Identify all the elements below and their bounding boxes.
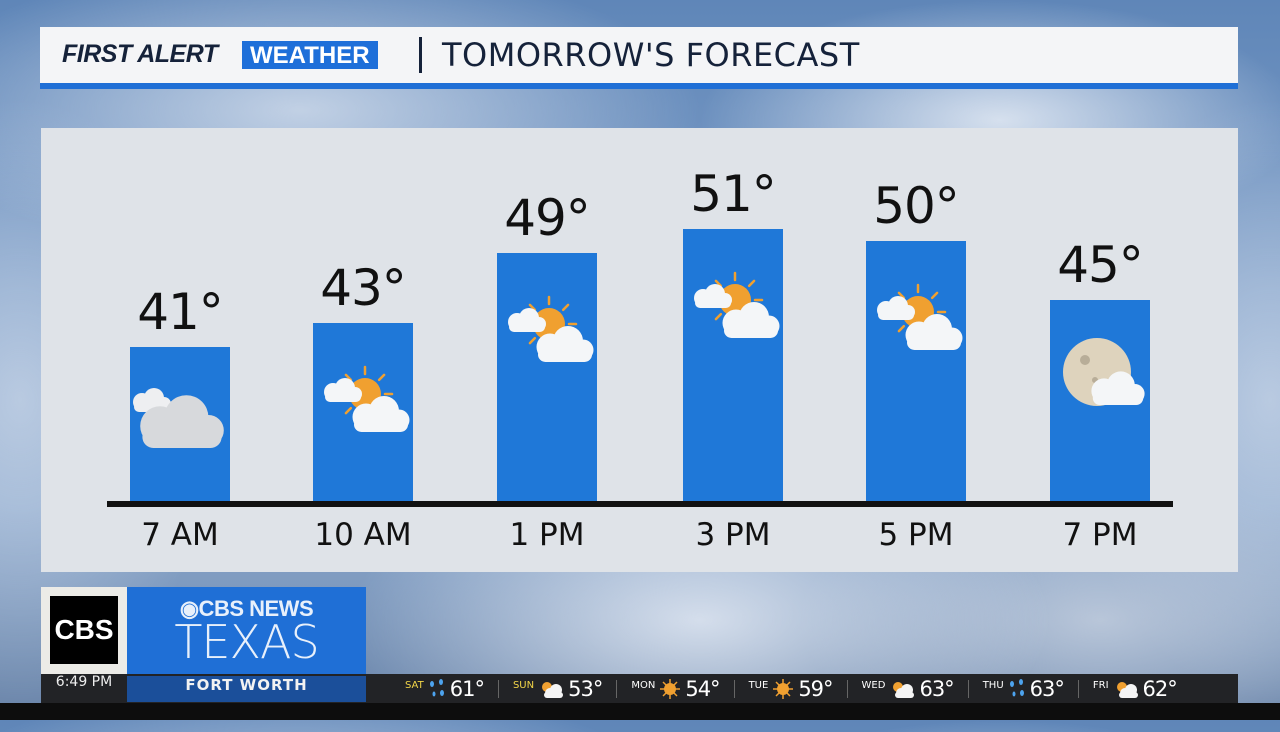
day-forecast-tue: TUE 59° — [735, 676, 848, 701]
day-name: MON — [631, 679, 656, 691]
day-forecast-mon: MON 54° — [617, 676, 735, 701]
cbs11-logo: CBS 11 — [41, 587, 127, 713]
weather-ticker: 6:49 PM FORT WORTH SAT 61° SUN 53° MON 54° TUE… — [41, 674, 1238, 703]
brand-weather: WEATHER — [242, 41, 378, 69]
time-label: 7 AM — [141, 517, 219, 553]
partly-sunny-icon — [877, 283, 963, 350]
temp-bar — [313, 323, 413, 501]
temp-bar — [130, 347, 230, 501]
cloudy-icon — [133, 388, 224, 448]
temp-label: 43° — [320, 259, 407, 318]
page-title: TOMORROW'S FORECAST — [442, 36, 860, 74]
temp-bar — [683, 229, 783, 501]
day-forecast-wed: WED 63° — [848, 676, 969, 701]
time-label: 7 PM — [1062, 517, 1138, 553]
day-name: TUE — [748, 679, 769, 691]
temp-label: 45° — [1057, 235, 1144, 294]
temp-label: 51° — [690, 165, 777, 223]
temp-bar — [1050, 299, 1150, 501]
brand-first-alert: FIRST ALERT — [62, 40, 218, 68]
rain-icon — [429, 678, 444, 696]
day-temp: 63° — [1029, 676, 1065, 701]
day-name: WED — [861, 679, 886, 691]
day-temp: 63° — [919, 676, 954, 701]
clock: 6:49 PM — [55, 674, 113, 690]
header-divider — [419, 37, 422, 73]
day-name: FRI — [1092, 679, 1109, 691]
rain-icon — [1009, 678, 1024, 696]
partly-sunny-icon — [1116, 681, 1138, 698]
day-forecast-sun: SUN 53° — [499, 676, 618, 701]
partly-sunny-icon — [508, 295, 594, 362]
partly-sunny-icon — [324, 366, 410, 433]
partly-sunny-icon — [893, 681, 915, 698]
sunny-icon — [660, 678, 681, 699]
day-forecast-fri: FRI 62° — [1079, 676, 1191, 701]
partly-sunny-icon — [542, 681, 564, 698]
time-label: 10 AM — [314, 517, 412, 553]
station-branding: ◉CBS NEWS TEXAS — [127, 587, 366, 674]
day-forecast-thu: THU 63° — [969, 676, 1079, 701]
extended-forecast: SAT 61° SUN 53° MON 54° TUE 59° WED 63° THU 63° FRI 6… — [391, 674, 1191, 703]
day-temp: 54° — [685, 676, 720, 701]
temp-label: 41° — [137, 283, 224, 341]
temp-label: 50° — [873, 176, 960, 235]
day-temp: 59° — [798, 676, 833, 701]
day-forecast-sat: SAT 61° — [391, 676, 499, 701]
temp-label: 49° — [504, 188, 591, 247]
temp-bar — [497, 252, 597, 501]
day-name: THU — [982, 679, 1004, 691]
bottom-letterbox — [0, 703, 1280, 720]
city-label: FORT WORTH — [127, 676, 366, 702]
partly-sunny-icon — [694, 271, 780, 338]
time-label: 3 PM — [695, 517, 771, 553]
header-bar: FIRST ALERT WEATHER TOMORROW'S FORECAST — [40, 27, 1238, 89]
day-name: SUN — [512, 679, 535, 691]
temp-bar — [866, 240, 966, 501]
time-label: 5 PM — [878, 517, 954, 553]
forecast-panel — [41, 128, 1238, 572]
day-temp: 53° — [568, 676, 603, 701]
day-temp: 62° — [1142, 676, 1178, 701]
time-label: 1 PM — [509, 517, 585, 553]
day-name: SAT — [405, 679, 424, 691]
day-temp: 61° — [449, 676, 485, 701]
partly-cloudy-night-icon — [1063, 337, 1145, 406]
sunny-icon — [773, 678, 794, 699]
cbs11-logo-mark: CBS 11 — [50, 596, 118, 713]
cbs-news-label: ◉CBS NEWS — [179, 596, 314, 621]
texas-label: TEXAS — [174, 615, 319, 669]
baseline — [107, 501, 1173, 507]
